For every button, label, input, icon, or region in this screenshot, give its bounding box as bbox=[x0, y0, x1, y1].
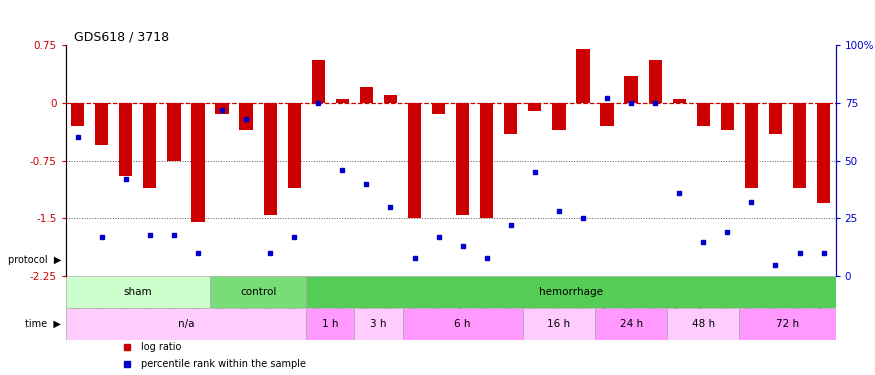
Bar bbox=[71, 103, 84, 126]
Bar bbox=[408, 103, 421, 218]
Bar bbox=[384, 95, 397, 103]
Bar bbox=[745, 103, 758, 188]
Bar bbox=[673, 99, 686, 103]
Bar bbox=[119, 103, 132, 176]
Bar bbox=[721, 103, 734, 130]
Bar bbox=[480, 103, 494, 218]
Text: 3 h: 3 h bbox=[370, 319, 387, 329]
Bar bbox=[336, 99, 349, 103]
Bar bbox=[263, 103, 276, 214]
Text: GDS618 / 3718: GDS618 / 3718 bbox=[74, 30, 170, 43]
Bar bbox=[769, 103, 782, 134]
Bar bbox=[552, 103, 565, 130]
Bar bbox=[95, 103, 108, 145]
Text: time  ▶: time ▶ bbox=[25, 319, 61, 329]
Text: 6 h: 6 h bbox=[454, 319, 471, 329]
Bar bbox=[793, 103, 806, 188]
Bar bbox=[648, 60, 662, 103]
Bar bbox=[288, 103, 301, 188]
Bar bbox=[215, 103, 228, 114]
Text: 1 h: 1 h bbox=[322, 319, 339, 329]
Text: n/a: n/a bbox=[178, 319, 194, 329]
Text: log ratio: log ratio bbox=[141, 342, 181, 352]
Bar bbox=[577, 49, 590, 103]
Text: hemorrhage: hemorrhage bbox=[539, 287, 603, 297]
Text: 48 h: 48 h bbox=[692, 319, 715, 329]
Text: control: control bbox=[240, 287, 276, 297]
Bar bbox=[240, 103, 253, 130]
Bar bbox=[306, 308, 354, 339]
Bar bbox=[192, 103, 205, 222]
Bar bbox=[504, 103, 517, 134]
Text: 16 h: 16 h bbox=[548, 319, 570, 329]
Text: sham: sham bbox=[123, 287, 152, 297]
Bar bbox=[167, 103, 180, 160]
Bar bbox=[668, 308, 739, 339]
Bar bbox=[210, 276, 306, 308]
Text: 72 h: 72 h bbox=[776, 319, 799, 329]
Bar bbox=[600, 103, 613, 126]
Text: percentile rank within the sample: percentile rank within the sample bbox=[141, 359, 306, 369]
Bar bbox=[595, 308, 668, 339]
Bar bbox=[144, 103, 157, 188]
Bar bbox=[696, 103, 710, 126]
Bar bbox=[66, 308, 306, 339]
Text: protocol  ▶: protocol ▶ bbox=[8, 255, 61, 266]
Bar bbox=[528, 103, 542, 111]
Bar bbox=[66, 276, 210, 308]
Bar bbox=[354, 308, 402, 339]
Bar bbox=[523, 308, 595, 339]
Bar bbox=[625, 76, 638, 103]
Bar bbox=[312, 60, 325, 103]
Bar bbox=[360, 87, 373, 103]
Bar bbox=[456, 103, 469, 214]
Bar bbox=[739, 308, 836, 339]
Bar bbox=[306, 276, 836, 308]
Text: 24 h: 24 h bbox=[620, 319, 642, 329]
Bar bbox=[432, 103, 445, 114]
Bar bbox=[817, 103, 830, 203]
Bar bbox=[402, 308, 523, 339]
